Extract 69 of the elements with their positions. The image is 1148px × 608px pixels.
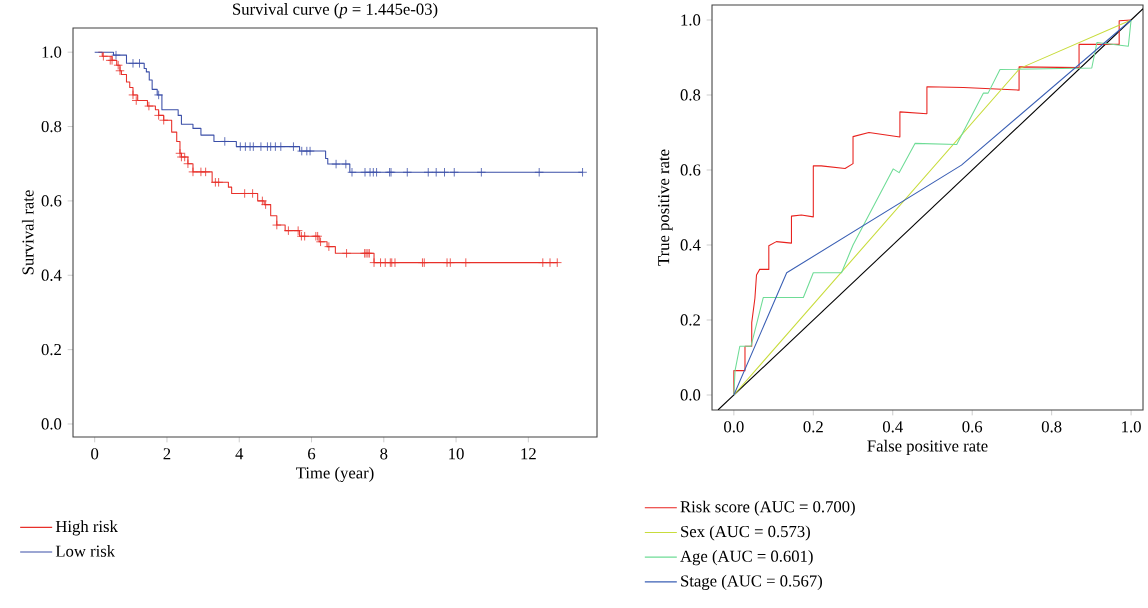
y-tick-label: 1.0 [681, 14, 701, 26]
x-tick-label: 0.4 [882, 421, 903, 433]
y-axis-title: Survival rate [21, 190, 34, 275]
point [431, 167, 441, 177]
point [188, 167, 198, 177]
point [449, 167, 459, 177]
point [200, 167, 211, 177]
y-tick-label: 0.2 [41, 343, 61, 356]
y-tick-label: 0.4 [680, 239, 701, 251]
point [341, 248, 352, 258]
y-tick-label: 0.6 [680, 164, 701, 176]
x-tick-label: 0.0 [724, 421, 744, 433]
x-tick-label: 6 [308, 448, 316, 460]
y-tick-label: 0.6 [41, 195, 62, 207]
x-tick-label: 12 [521, 448, 536, 460]
point [402, 167, 412, 177]
point [256, 141, 266, 152]
x-tick-label: 1.0 [1122, 421, 1141, 433]
point [257, 196, 268, 206]
x-tick-label: 4 [235, 448, 244, 460]
point [128, 58, 138, 68]
y-axis-title: True positive rate [658, 149, 673, 266]
point [276, 141, 286, 152]
x-tick-label: 0.2 [803, 421, 823, 433]
point [552, 257, 562, 268]
point [134, 58, 145, 68]
x-tick-label: 10 [449, 448, 464, 460]
x-axis-title: False positive rate [867, 439, 988, 455]
point [288, 141, 299, 152]
chart-title: Survival curve (p = 1.445e-03) [233, 3, 438, 19]
legend-label: High risk [55, 520, 118, 536]
legend-label: Low risk [55, 545, 116, 557]
point [369, 257, 379, 268]
x-tick-label: 8 [380, 448, 388, 460]
legend-label: Age (AUC = 0.601) [680, 550, 813, 566]
point [577, 167, 588, 177]
y-tick-label: 0.8 [41, 120, 62, 133]
point [283, 225, 294, 236]
y-tick-label: 0.0 [680, 389, 701, 401]
point [331, 159, 341, 169]
point [144, 101, 154, 111]
point [538, 257, 548, 268]
point [371, 167, 382, 177]
x-tick-label: 0 [91, 448, 99, 460]
point [341, 159, 351, 169]
point [476, 167, 487, 177]
x-tick-label: 2 [163, 448, 171, 460]
y-tick-label: 1.0 [42, 46, 62, 58]
point [534, 167, 544, 177]
legend-label: Risk score (AUC = 0.700) [680, 500, 855, 516]
x-tick-label: 0.8 [1041, 421, 1062, 433]
legend-label: Sex (AUC = 0.573) [681, 525, 810, 541]
x-tick-label: 0.6 [962, 421, 983, 433]
point [461, 257, 471, 268]
point [153, 90, 164, 100]
point [272, 220, 282, 230]
point [324, 241, 334, 252]
point [260, 199, 271, 210]
legend-label: Stage (AUC = 0.567) [681, 574, 822, 591]
point [423, 167, 433, 177]
y-tick-label: 0.8 [680, 89, 701, 101]
point [220, 136, 230, 147]
x-axis-title: Time (year) [296, 466, 374, 482]
point [347, 167, 357, 177]
point [545, 257, 555, 268]
y-tick-label: 0.4 [41, 269, 62, 281]
point [111, 50, 121, 60]
y-tick-label: 0.2 [680, 314, 700, 326]
point [439, 167, 450, 177]
